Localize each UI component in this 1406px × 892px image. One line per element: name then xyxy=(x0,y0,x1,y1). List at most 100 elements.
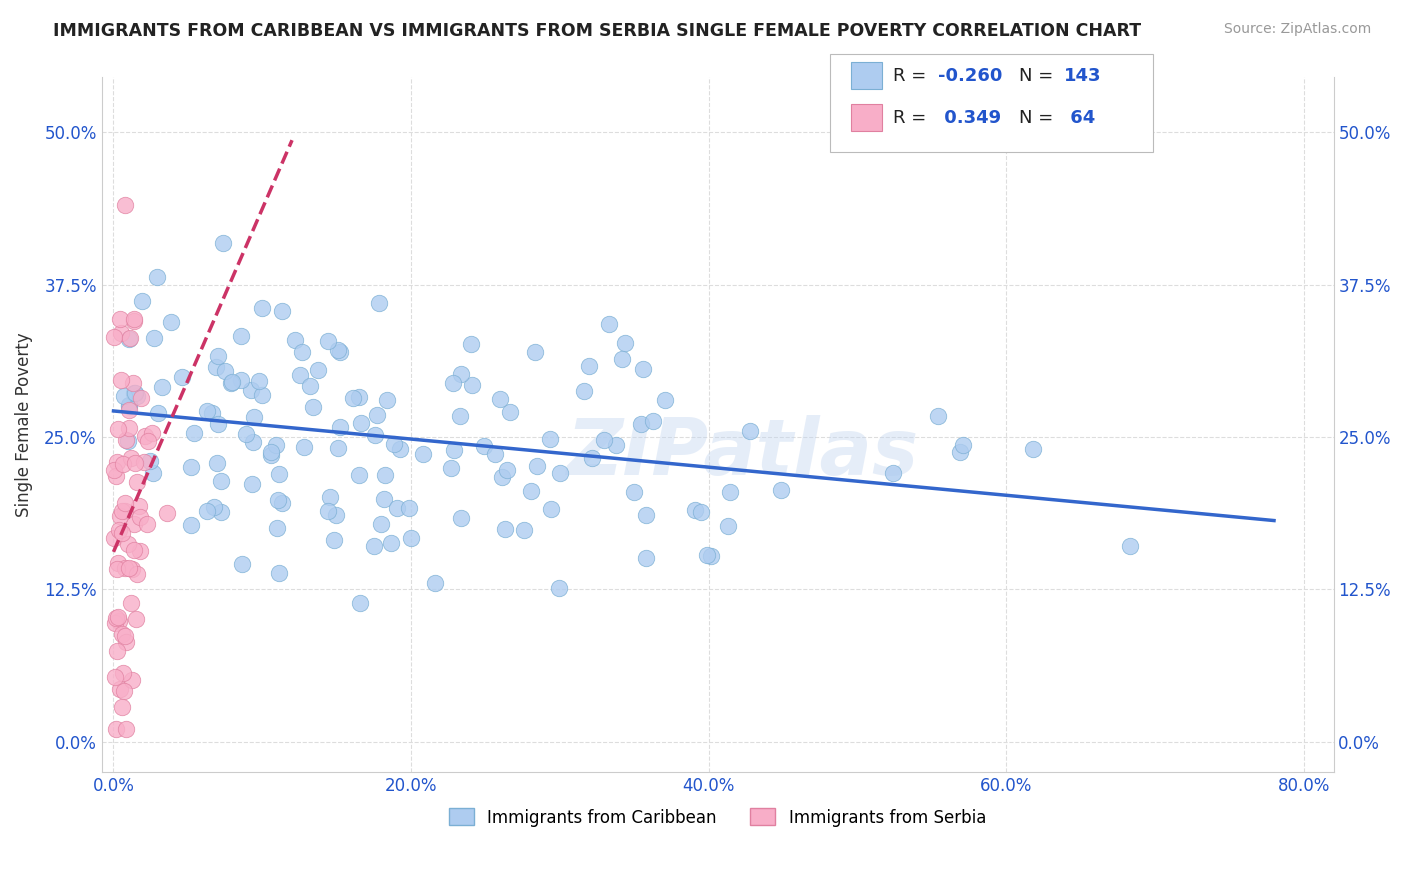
Point xyxy=(269,467,291,482)
Point xyxy=(105,455,128,469)
Point xyxy=(260,444,283,458)
Y-axis label: Single Female Poverty: Single Female Poverty xyxy=(15,333,32,517)
Point xyxy=(125,389,148,403)
Point xyxy=(148,406,170,420)
Point xyxy=(114,504,136,518)
Point xyxy=(221,375,243,389)
Point xyxy=(593,434,616,448)
Point xyxy=(242,435,264,450)
Point xyxy=(696,548,718,562)
Point xyxy=(326,343,349,357)
Point xyxy=(141,426,163,441)
Point xyxy=(316,504,339,518)
Point xyxy=(523,345,546,359)
Point xyxy=(441,376,464,391)
Point xyxy=(373,491,395,506)
Point xyxy=(122,386,145,401)
Point xyxy=(111,627,134,641)
Point xyxy=(145,270,167,285)
Point xyxy=(364,428,387,442)
Point xyxy=(112,666,135,681)
Point xyxy=(235,426,257,441)
Point xyxy=(183,425,205,440)
Point xyxy=(1022,442,1045,456)
Point xyxy=(214,364,236,378)
Point xyxy=(221,376,243,390)
Point xyxy=(380,536,402,550)
Point xyxy=(631,362,654,376)
Point xyxy=(129,544,152,558)
Point xyxy=(129,509,152,524)
Point xyxy=(347,468,370,483)
Point xyxy=(572,384,595,399)
Point xyxy=(329,419,352,434)
Point xyxy=(114,635,136,649)
Point xyxy=(114,198,136,212)
Point xyxy=(112,684,135,698)
Point xyxy=(209,474,232,488)
Point xyxy=(180,517,202,532)
Point xyxy=(461,377,484,392)
Point xyxy=(250,388,273,402)
Point xyxy=(124,314,146,328)
Point xyxy=(520,483,543,498)
Point xyxy=(423,575,446,590)
Point xyxy=(108,681,131,696)
Point xyxy=(250,301,273,315)
Point xyxy=(266,521,288,535)
Point xyxy=(201,406,224,420)
Point xyxy=(512,523,534,537)
Point xyxy=(104,611,127,625)
Point xyxy=(316,334,339,348)
Point xyxy=(104,723,127,737)
Point xyxy=(294,440,316,454)
Point xyxy=(398,501,420,516)
Point xyxy=(496,462,519,476)
Point xyxy=(449,409,471,424)
Point xyxy=(474,439,496,453)
Point xyxy=(204,500,226,515)
Point xyxy=(581,451,603,466)
Point xyxy=(450,367,472,381)
Point xyxy=(349,390,371,404)
Point xyxy=(538,432,561,446)
Point xyxy=(111,504,134,518)
Text: IMMIGRANTS FROM CARIBBEAN VS IMMIGRANTS FROM SERBIA SINGLE FEMALE POVERTY CORREL: IMMIGRANTS FROM CARIBBEAN VS IMMIGRANTS … xyxy=(53,22,1142,40)
Point xyxy=(623,485,645,500)
Text: R =: R = xyxy=(893,67,932,85)
Point xyxy=(319,490,342,504)
Point xyxy=(643,414,665,428)
Point xyxy=(195,503,218,517)
Point xyxy=(491,470,513,484)
Point xyxy=(260,448,283,462)
Point xyxy=(683,503,706,517)
Point xyxy=(143,331,166,345)
Point xyxy=(370,516,392,531)
Point xyxy=(160,315,183,329)
Point xyxy=(118,420,141,434)
Point xyxy=(129,391,152,405)
Point xyxy=(118,332,141,346)
Point xyxy=(170,370,193,384)
Text: 0.349: 0.349 xyxy=(938,109,1001,127)
Point xyxy=(717,519,740,533)
Point xyxy=(114,561,136,575)
Point xyxy=(387,500,409,515)
Point xyxy=(103,330,125,344)
Point xyxy=(231,373,253,387)
Point xyxy=(122,516,145,531)
Point xyxy=(110,509,132,524)
Point xyxy=(103,531,125,545)
Legend: Immigrants from Caribbean, Immigrants from Serbia: Immigrants from Caribbean, Immigrants fr… xyxy=(443,802,993,833)
Point xyxy=(118,561,141,575)
Point xyxy=(412,447,434,461)
Point xyxy=(598,317,620,331)
Point xyxy=(112,388,135,402)
Point xyxy=(450,510,472,524)
Point xyxy=(122,376,145,390)
Point xyxy=(614,336,637,351)
Point xyxy=(240,384,263,398)
Point xyxy=(135,517,157,532)
Point xyxy=(499,405,522,419)
Point xyxy=(120,451,142,466)
